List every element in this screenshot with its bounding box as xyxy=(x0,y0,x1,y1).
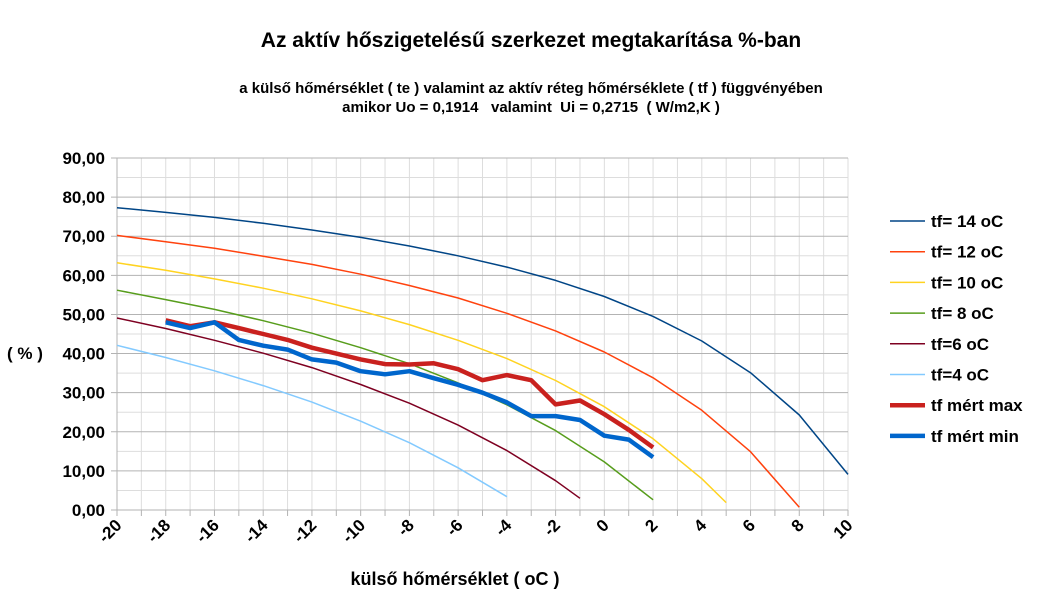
series-line-7 xyxy=(165,318,655,450)
y-tick-label: 80,00 xyxy=(62,188,105,207)
y-tick-label: 20,00 xyxy=(62,423,105,442)
y-tick-label: 90,00 xyxy=(62,149,105,168)
legend-label: tf= 10 oC xyxy=(931,273,1003,292)
series-line-4 xyxy=(116,289,654,501)
x-axis-label: külső hőmérséklet ( oC ) xyxy=(350,569,559,589)
axes: 0,00 10,00 20,00 30,00 40,00 50,00 60,00 70,00 8… xyxy=(62,149,856,547)
y-axis-label: ( % ) xyxy=(7,344,43,363)
legend: tf= 14 oC tf= 12 oC tf= 10 oC tf= 8 oC tf=6 … xyxy=(890,212,1023,446)
y-tick-label: 0,00 xyxy=(72,501,105,520)
x-tick-label: -18 xyxy=(143,516,174,547)
x-tick-label: -16 xyxy=(192,516,223,547)
x-tick-label: -8 xyxy=(394,516,418,540)
y-tick-label: 50,00 xyxy=(62,305,105,324)
x-tick-label: 4 xyxy=(690,515,711,536)
series-line-2 xyxy=(116,234,800,508)
x-tick-label: -4 xyxy=(491,515,516,540)
legend-label: tf= 8 oC xyxy=(931,304,994,323)
chart-title: Az aktív hőszigetelésű szerkezet megtaka… xyxy=(261,29,801,52)
y-tick-label: 30,00 xyxy=(62,384,105,403)
legend-label: tf mért min xyxy=(931,427,1019,446)
x-tick-label: 6 xyxy=(739,516,759,536)
series-line-6 xyxy=(116,344,508,498)
chart-subtitle-line-1: a külső hőmérséklet ( te ) valamint az a… xyxy=(239,80,823,97)
x-tick-label: 0 xyxy=(593,516,613,536)
y-tick-label: 70,00 xyxy=(62,227,105,246)
series-line-1 xyxy=(116,206,849,475)
legend-label: tf=4 oC xyxy=(931,366,989,385)
y-tick-label: 40,00 xyxy=(62,345,105,364)
series-group xyxy=(116,206,849,508)
x-tick-label: -2 xyxy=(540,516,564,540)
legend-label: tf= 14 oC xyxy=(931,212,1003,231)
x-tick-label: -10 xyxy=(338,516,369,547)
x-tick-label: -20 xyxy=(95,516,126,547)
x-tick-label: -12 xyxy=(290,516,321,547)
legend-label: tf=6 oC xyxy=(931,335,989,354)
series-line-5 xyxy=(116,317,581,499)
legend-label: tf mért max xyxy=(931,396,1023,415)
y-tick-label: 60,00 xyxy=(62,266,105,285)
series-line-3 xyxy=(116,262,727,504)
grid xyxy=(111,157,849,511)
y-tick-label: 10,00 xyxy=(62,462,105,481)
series-line-8 xyxy=(165,320,655,460)
x-tick-label: 8 xyxy=(788,516,808,536)
chart-subtitle-line-2: amikor Uo = 0,1914 valamint Ui = 0,2715 … xyxy=(342,99,720,116)
x-tick-label: -6 xyxy=(442,516,466,540)
x-tick-label: -14 xyxy=(241,515,272,546)
legend-label: tf= 12 oC xyxy=(931,243,1003,262)
x-tick-label: 10 xyxy=(830,516,857,543)
x-tick-label: 2 xyxy=(641,516,661,536)
